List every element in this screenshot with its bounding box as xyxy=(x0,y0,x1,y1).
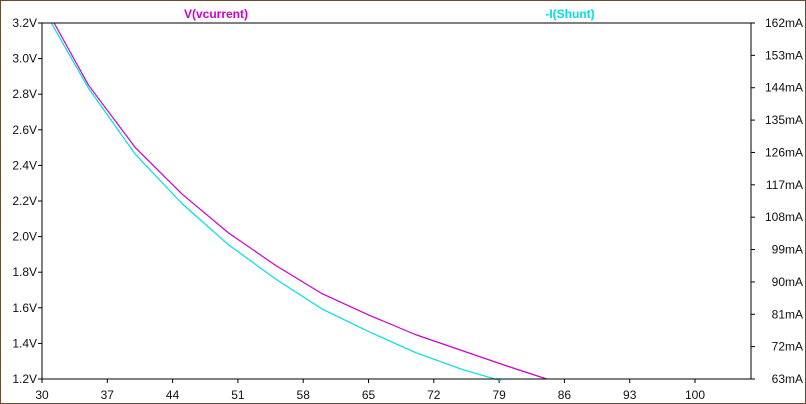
x-tick-label: 86 xyxy=(558,388,572,402)
y-right-tick-label: 99mA xyxy=(772,243,803,257)
x-tick-label: 72 xyxy=(427,388,441,402)
y-left-tick-label: 1.8V xyxy=(12,265,37,279)
y-left-tick-label: 2.4V xyxy=(12,158,37,172)
x-tick-label: 58 xyxy=(297,388,311,402)
x-tick-label: 93 xyxy=(623,388,637,402)
y-right-tick-label: 63mA xyxy=(772,372,803,386)
x-tick-label: 44 xyxy=(166,388,180,402)
y-left-tick-label: 1.6V xyxy=(12,301,37,315)
y-right-tick-label: 153mA xyxy=(765,48,803,62)
y-right-tick-label: 72mA xyxy=(772,340,803,354)
y-right-tick-label: 117mA xyxy=(766,178,803,192)
y-left-tick-label: 2.8V xyxy=(12,87,37,101)
y-right-tick-label: 126mA xyxy=(765,145,803,159)
x-tick-label: 65 xyxy=(362,388,376,402)
y-right-tick-label: 162mA xyxy=(765,16,803,30)
y-left-tick-label: 2.0V xyxy=(12,230,37,244)
x-tick-label: 51 xyxy=(231,388,245,402)
series-voltage-line xyxy=(53,22,547,380)
series-current-line xyxy=(50,22,502,382)
series-layer xyxy=(50,22,547,382)
y-left-tick-label: 1.2V xyxy=(12,372,37,386)
y-left-tick-label: 2.2V xyxy=(12,194,37,208)
y-left-axis: 1.2V 1.4V 1.6V 1.8V 2.0V 2.2V 2.4V 2.6V 2.8V 3.0V… xyxy=(12,16,42,386)
y-right-tick-label: 144mA xyxy=(765,81,803,95)
x-tick-label: 100 xyxy=(685,388,705,402)
y-right-tick-label: 135mA xyxy=(765,113,803,127)
y-right-tick-label: 90mA xyxy=(772,275,803,289)
legend-voltage: V(vcurrent) xyxy=(184,7,248,21)
y-right-tick-label: 108mA xyxy=(765,210,803,224)
x-tick-label: 30 xyxy=(35,388,49,402)
y-left-tick-label: 3.0V xyxy=(12,52,37,66)
x-axis: 30 37 44 51 58 65 72 79 86 93 100 xyxy=(35,379,705,402)
y-left-tick-label: 2.6V xyxy=(12,123,37,137)
y-right-tick-label: 81mA xyxy=(772,307,803,321)
y-left-tick-label: 3.2V xyxy=(12,16,37,30)
legend-current: -I(Shunt) xyxy=(545,7,594,21)
x-tick-label: 79 xyxy=(492,388,506,402)
y-left-tick-label: 1.4V xyxy=(12,336,37,350)
x-tick-label: 37 xyxy=(101,388,115,402)
y-right-axis: 63mA 72mA 81mA 90mA 99mA 108mA 117mA 126mA 135mA… xyxy=(751,16,803,386)
plot-area-border xyxy=(41,22,752,380)
